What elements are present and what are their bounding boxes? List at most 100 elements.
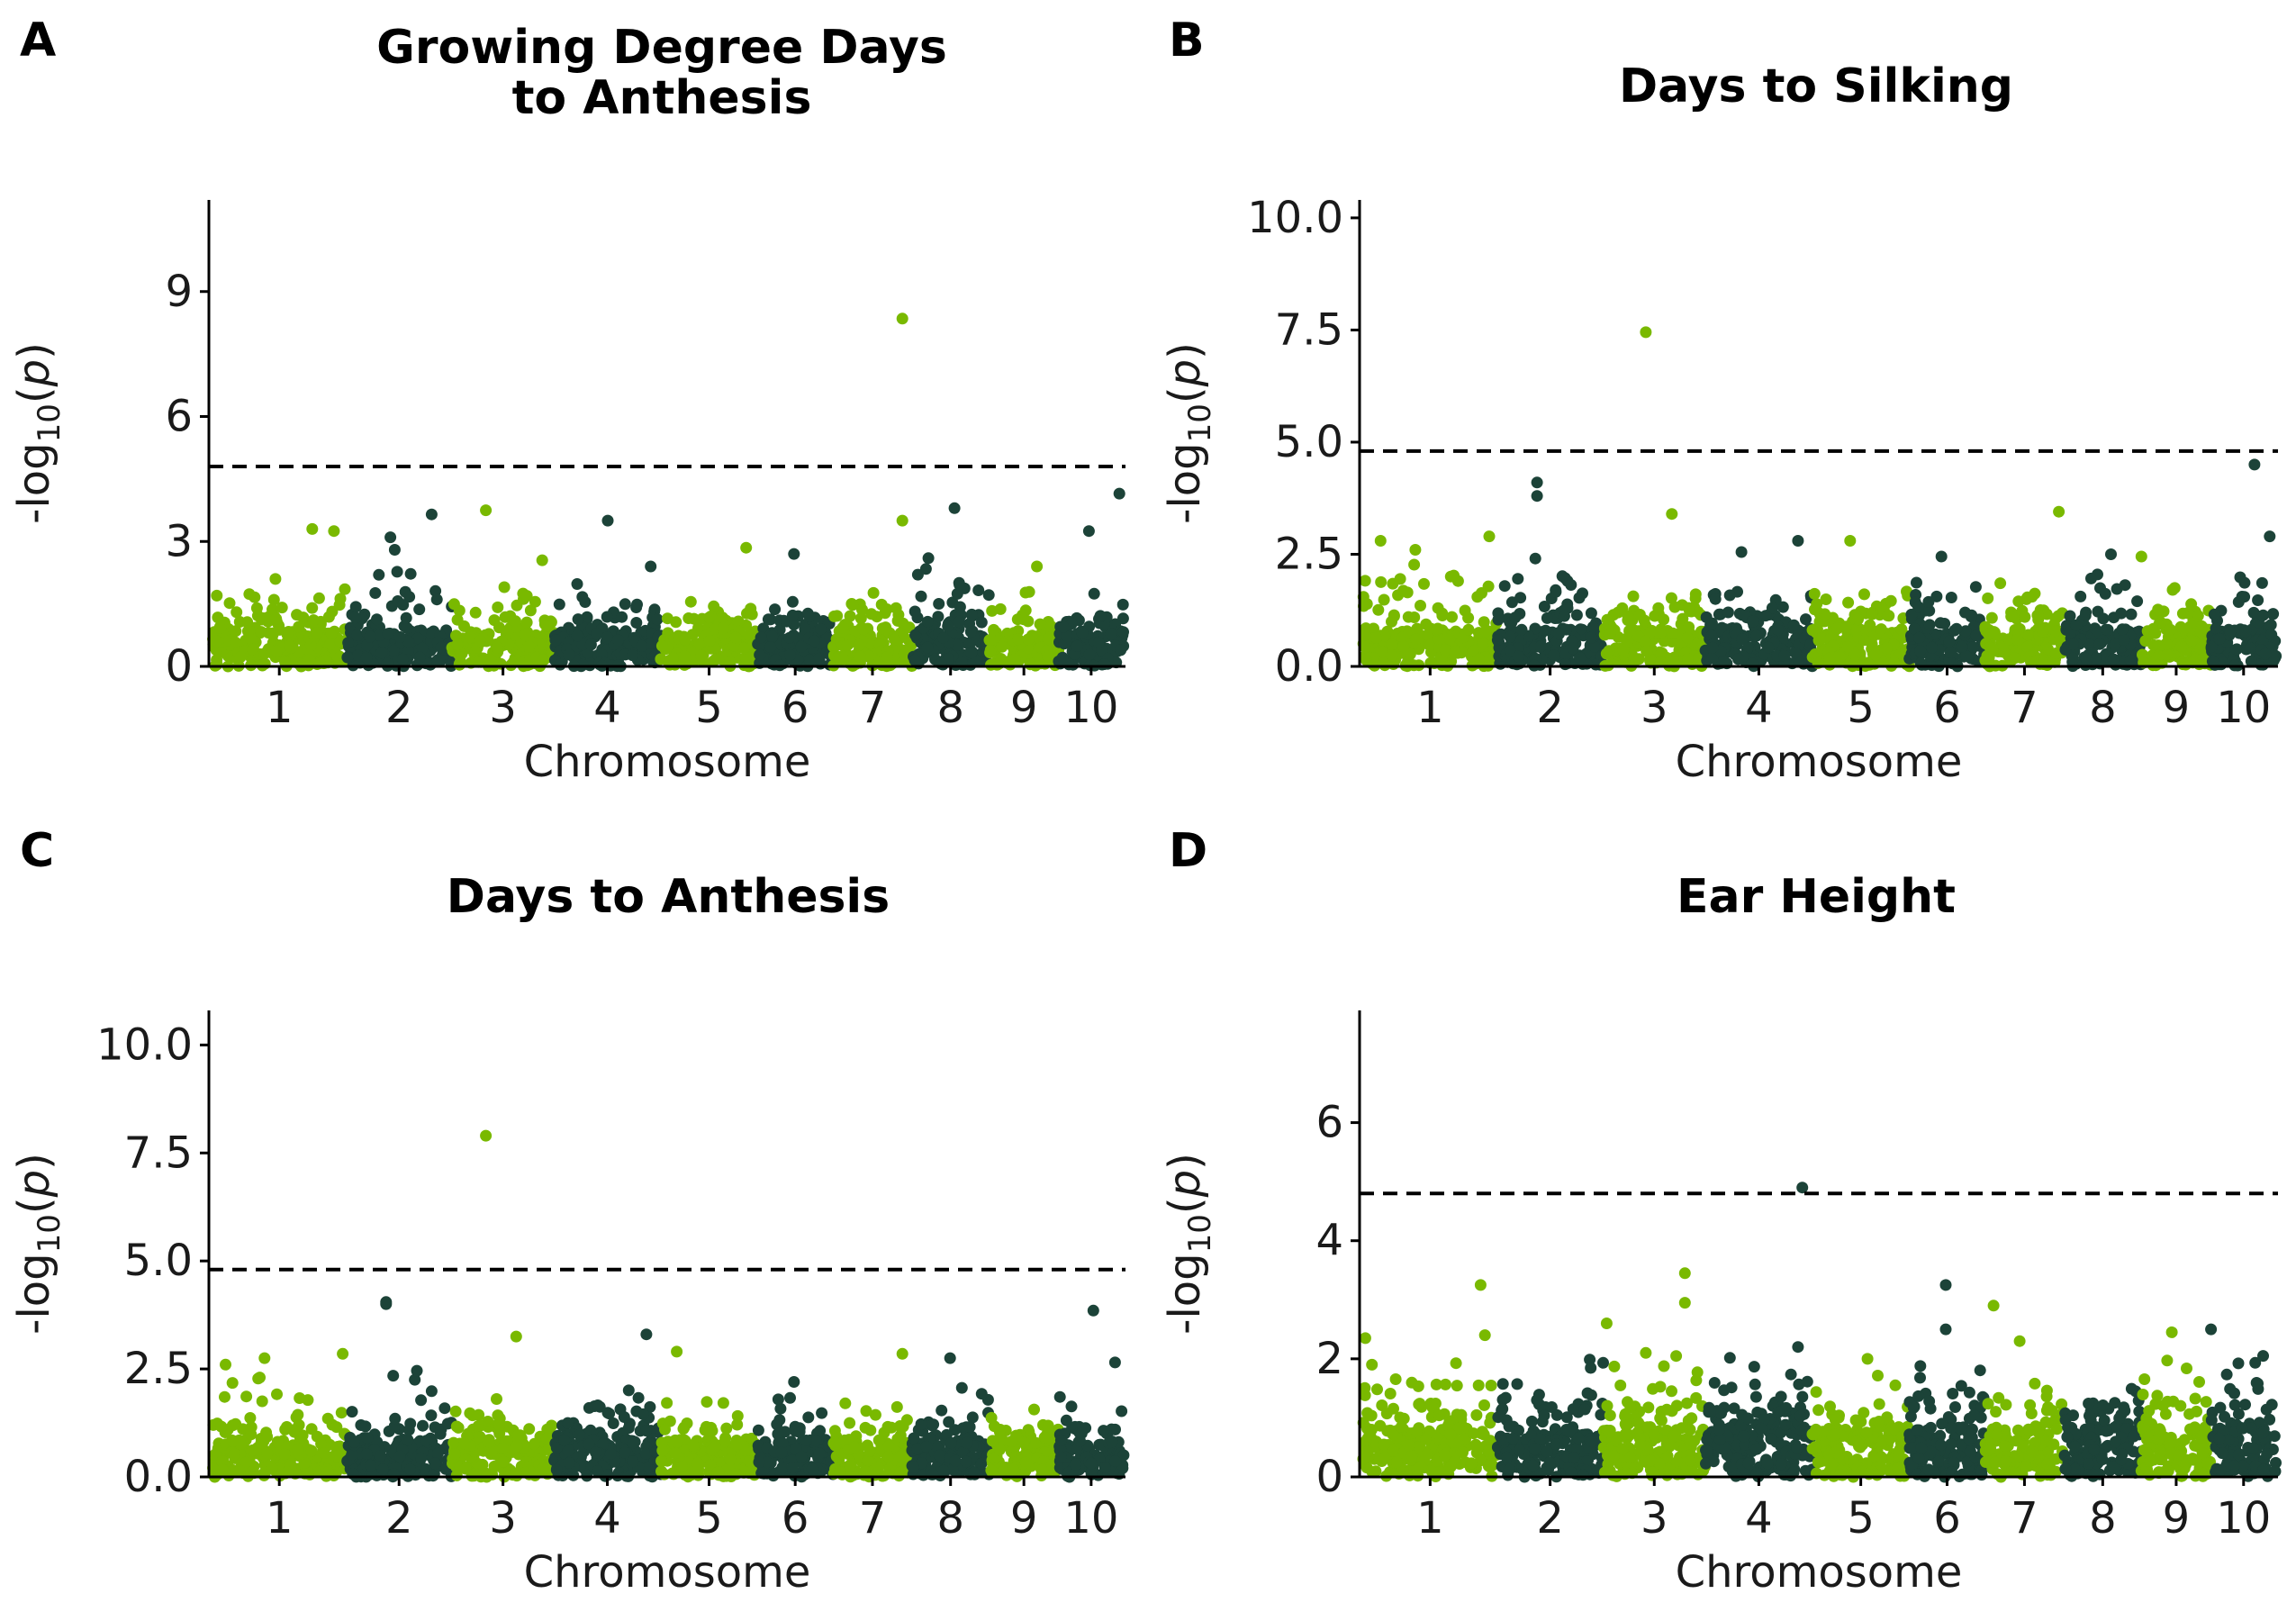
- snp-point: [1604, 628, 1616, 640]
- snp-point: [813, 1447, 826, 1460]
- snp-point: [256, 1395, 268, 1408]
- snp-point: [214, 621, 227, 634]
- snp-point: [1959, 606, 1971, 619]
- snp-point: [1512, 573, 1524, 585]
- snp-point: [1028, 1403, 1040, 1416]
- snp-point: [312, 592, 325, 604]
- snp-point: [679, 633, 692, 646]
- snp-point: [1117, 626, 1129, 638]
- snp-point: [1492, 607, 1505, 620]
- snp-point: [252, 1372, 265, 1385]
- snp-point: [389, 1412, 402, 1425]
- peak-point: [536, 554, 548, 566]
- snp-point: [511, 1440, 523, 1453]
- snp-point: [1023, 585, 1035, 598]
- y-tick-label: 0.0: [124, 1452, 193, 1502]
- snp-point: [854, 612, 867, 625]
- snp-point: [1387, 577, 1399, 590]
- snp-point: [226, 1377, 239, 1390]
- snp-point: [1864, 619, 1876, 631]
- snp-point: [616, 611, 628, 623]
- snp-point: [945, 1436, 957, 1449]
- snp-point: [604, 1447, 617, 1460]
- peak-point: [337, 1347, 349, 1360]
- peak-point: [380, 1298, 393, 1310]
- snp-point: [2236, 591, 2248, 602]
- snp-point: [306, 602, 319, 614]
- snp-point: [1627, 590, 1640, 602]
- snp-point: [413, 603, 426, 616]
- snp-point: [571, 578, 583, 590]
- snp-point: [919, 563, 932, 575]
- snp-point: [2009, 652, 2020, 665]
- snp-point: [497, 1455, 510, 1468]
- snp-point: [803, 610, 816, 622]
- snp-point: [1439, 644, 1451, 657]
- snp-point: [402, 1434, 414, 1446]
- snp-point: [1083, 648, 1096, 661]
- snp-point: [1736, 609, 1749, 621]
- snp-point: [1485, 1380, 1497, 1391]
- x-tick-label: 3: [489, 1493, 517, 1544]
- snp-point: [376, 1463, 389, 1475]
- snp-point: [703, 635, 716, 647]
- snp-point: [961, 1436, 973, 1449]
- snp-point: [1570, 609, 1583, 621]
- peak-point: [1735, 546, 1748, 558]
- snp-point: [844, 1459, 856, 1472]
- chart-title: to Anthesis: [512, 71, 812, 125]
- snp-point: [223, 597, 236, 610]
- snp-point: [985, 1411, 998, 1424]
- peak-point: [922, 552, 935, 565]
- snp-point: [435, 641, 447, 654]
- snp-point: [322, 611, 335, 623]
- snp-point: [2255, 576, 2268, 589]
- snp-point: [1098, 658, 1111, 670]
- y-axis-title: -log10(p): [1160, 342, 1218, 524]
- snp-point: [927, 1418, 940, 1431]
- peak-point: [2264, 530, 2276, 543]
- snp-point: [2116, 623, 2129, 636]
- snp-point: [303, 654, 315, 666]
- peak-point: [480, 1129, 493, 1142]
- snp-point: [529, 595, 541, 608]
- snp-point: [1683, 620, 1695, 633]
- snp-point: [1413, 1398, 1425, 1410]
- snp-point: [334, 593, 347, 605]
- snp-point: [889, 633, 901, 646]
- snp-point: [2019, 611, 2031, 623]
- snp-point: [1448, 569, 1460, 582]
- snp-point: [402, 1424, 415, 1436]
- snp-point: [2210, 622, 2222, 635]
- snp-point: [351, 629, 364, 641]
- snp-point: [1106, 1435, 1118, 1448]
- snp-point: [908, 1432, 920, 1444]
- peak-point: [640, 1328, 653, 1341]
- snp-point: [553, 598, 565, 611]
- y-tick-label: 5.0: [124, 1236, 193, 1286]
- peak-point: [1483, 530, 1496, 543]
- snp-point: [373, 629, 385, 641]
- snp-point: [341, 651, 354, 664]
- snp-point: [1762, 641, 1775, 654]
- snp-point: [576, 638, 589, 651]
- snp-point: [1895, 623, 1908, 636]
- snp-point: [401, 621, 413, 634]
- snp-point: [856, 603, 868, 616]
- snp-point: [1705, 617, 1718, 629]
- snp-point: [1504, 630, 1516, 643]
- snp-point: [318, 1447, 330, 1460]
- snp-point: [882, 1450, 895, 1463]
- snp-point: [669, 1447, 682, 1460]
- data-points: [1357, 1182, 2282, 1483]
- peak-point: [1792, 535, 1804, 547]
- y-tick-label: 10.0: [1247, 193, 1343, 243]
- x-tick-label: 2: [385, 1493, 413, 1544]
- snp-point: [1913, 631, 1925, 644]
- snp-point: [1370, 631, 1383, 644]
- snp-point: [655, 1465, 667, 1478]
- snp-point: [247, 1444, 259, 1456]
- snp-point: [393, 1450, 406, 1463]
- snp-point: [739, 651, 752, 664]
